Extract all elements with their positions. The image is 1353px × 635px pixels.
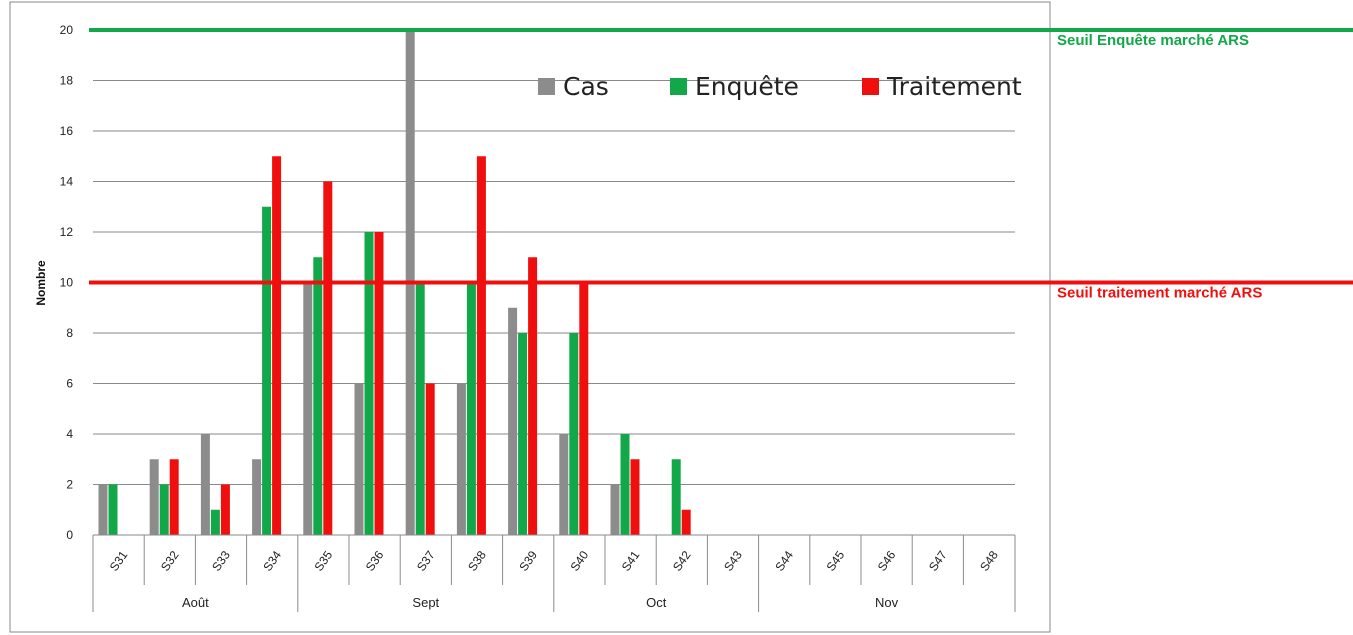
- bar-enqute-s31: [108, 484, 118, 535]
- bar-cas-s40: [559, 434, 569, 535]
- bar-enqute-s40: [569, 333, 579, 535]
- bar-traitement-s40: [579, 282, 589, 535]
- bar-traitement-s32: [169, 459, 179, 535]
- bar-cas-s38: [456, 383, 466, 535]
- y-tick-label: 8: [66, 326, 73, 340]
- bar-enqute-s42: [671, 459, 681, 535]
- legend-swatch: [862, 78, 879, 95]
- bar-traitement-s41: [630, 459, 640, 535]
- y-axis-label: Nombre: [34, 260, 48, 306]
- threshold-label: Seuil traitement marché ARS: [1057, 285, 1262, 302]
- legend-label: Traitement: [886, 72, 1022, 101]
- bar-enqute-s33: [210, 509, 220, 535]
- bar-cas-s34: [252, 459, 262, 535]
- threshold-lines: Seuil Enquête marché ARS Seuil traitement…: [89, 28, 1353, 302]
- bar-cas-s39: [508, 307, 518, 535]
- bar-cas-s33: [200, 434, 210, 535]
- bars: [98, 30, 691, 535]
- x-group-label: Nov: [875, 595, 899, 610]
- bar-traitement-s38: [476, 156, 486, 535]
- bar-enqute-s34: [262, 206, 272, 535]
- bar-enqute-s41: [620, 434, 630, 535]
- y-tick-label: 10: [60, 276, 74, 290]
- y-axis-ticks: 0 2 4 6 8 10 12 14 16 18 20: [60, 23, 74, 542]
- bar-cas-s31: [98, 484, 108, 535]
- y-tick-label: 12: [60, 225, 74, 239]
- y-tick-label: 6: [66, 377, 73, 391]
- bar-cas-s36: [354, 383, 364, 535]
- bar-traitement-s42: [681, 509, 691, 535]
- bar-enqute-s37: [415, 282, 425, 535]
- x-group-label: Sept: [412, 595, 439, 610]
- bar-traitement-s37: [425, 383, 435, 535]
- bar-traitement-s36: [374, 232, 384, 535]
- legend-label: Cas: [563, 72, 609, 101]
- bar-cas-s41: [610, 484, 620, 535]
- legend-label: Enquête: [695, 72, 799, 101]
- bar-cas-s32: [149, 459, 159, 535]
- x-group-label: Oct: [646, 595, 667, 610]
- bar-enqute-s32: [159, 484, 169, 535]
- bar-traitement-s34: [272, 156, 282, 535]
- bar-enqute-s38: [466, 282, 476, 535]
- bar-traitement-s33: [220, 484, 230, 535]
- bar-enqute-s35: [313, 257, 323, 535]
- y-tick-label: 4: [66, 427, 73, 441]
- bar-traitement-s35: [323, 181, 333, 535]
- threshold-label: Seuil Enquête marché ARS: [1057, 32, 1249, 49]
- y-tick-label: 16: [60, 124, 74, 138]
- bar-enqute-s39: [518, 333, 528, 535]
- y-tick-label: 14: [60, 175, 74, 189]
- bar-enqute-s36: [364, 232, 374, 535]
- y-tick-label: 0: [66, 528, 73, 542]
- legend: Cas Enquête Traitement: [538, 72, 1022, 101]
- y-tick-label: 2: [66, 478, 73, 492]
- legend-swatch: [538, 78, 555, 95]
- y-tick-label: 18: [60, 74, 74, 88]
- bar-cas-s35: [303, 282, 313, 535]
- bar-traitement-s39: [528, 257, 538, 535]
- legend-swatch: [670, 78, 687, 95]
- x-group-label: Août: [182, 595, 209, 610]
- y-tick-label: 20: [60, 23, 74, 37]
